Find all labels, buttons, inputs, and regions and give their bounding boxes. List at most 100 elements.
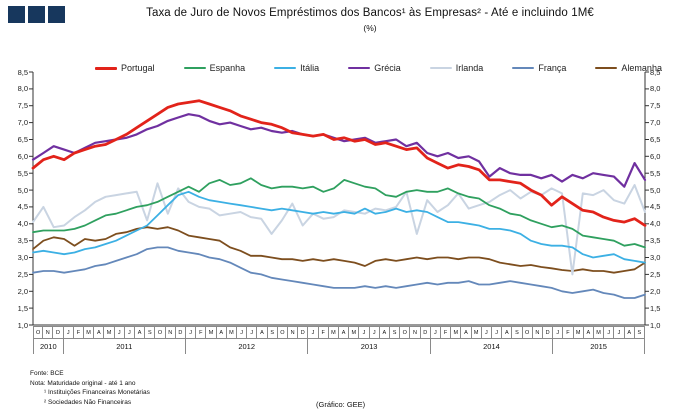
legend-swatch — [183, 67, 206, 69]
line-chart-svg — [29, 71, 649, 326]
y-axis-label: 1,5 — [17, 303, 28, 313]
month-label: A — [338, 326, 350, 339]
month-label: J — [247, 326, 258, 339]
series-line-grecia — [31, 113, 647, 188]
legend-label: Portugal — [121, 63, 155, 73]
y-axis-label: 7,0 — [17, 118, 28, 128]
month-label: J — [308, 326, 319, 339]
legend-item-irlanda: Irlanda — [429, 63, 483, 73]
year-label: 2012 — [186, 339, 309, 354]
y-axis-label: 4,5 — [650, 202, 661, 212]
month-label: M — [226, 326, 237, 339]
footnotes: Fonte: BCE Nota: Maturidade original - a… — [30, 369, 150, 407]
month-label: A — [216, 326, 227, 339]
legend-item-alemanha: Alemanha — [595, 63, 662, 73]
legend-label: Espanha — [209, 63, 246, 73]
month-label: S — [145, 326, 156, 339]
month-label: A — [461, 326, 472, 339]
legend-label: França — [538, 63, 567, 73]
footnote-1: ¹ Instituições Financeiras Monetárias — [44, 389, 150, 396]
year-label: 2014 — [431, 339, 554, 354]
y-axis-label: 2,5 — [650, 269, 661, 279]
y-axis-label: 6,5 — [17, 134, 28, 144]
year-label: 2015 — [553, 339, 645, 354]
month-label: F — [196, 326, 207, 339]
month-label: M — [104, 326, 115, 339]
month-label: M — [83, 326, 95, 339]
plot-area — [29, 71, 649, 326]
legend-label: Alemanha — [621, 63, 662, 73]
month-label: O — [33, 326, 44, 339]
y-axis-label: 5,0 — [650, 185, 661, 195]
footnote-note: Nota: Maturidade original - até 1 ano — [30, 379, 136, 387]
series-line-espanha — [32, 177, 646, 249]
y-axis-label: 2,5 — [17, 269, 28, 279]
legend-swatch — [429, 67, 452, 69]
month-label: O — [155, 326, 166, 339]
y-axis-label: 5,5 — [650, 168, 661, 178]
chart-title: Taxa de Juro de Novos Empréstimos dos Ba… — [146, 7, 594, 19]
month-label: A — [502, 326, 513, 339]
month-label: O — [277, 326, 288, 339]
legend-swatch — [348, 67, 371, 69]
year-label: 2013 — [308, 339, 431, 354]
month-label: A — [257, 326, 268, 339]
series-line-franca — [32, 246, 646, 299]
y-axis-label: 6,0 — [650, 151, 661, 161]
year-label: 2010 — [33, 339, 64, 354]
month-label: J — [185, 326, 197, 339]
month-label: O — [400, 326, 411, 339]
chart-subtitle: (%) — [363, 23, 377, 33]
legend-item-italia: Itália — [274, 63, 319, 73]
legend-swatch — [274, 67, 297, 69]
y-axis-label: 8,0 — [650, 84, 661, 94]
y-axis-label: 8,5 — [17, 67, 28, 77]
month-label: M — [573, 326, 584, 339]
y-axis-label: 1,5 — [650, 303, 661, 313]
y-axis-label: 1,0 — [17, 320, 28, 330]
y-axis-label: 3,0 — [650, 253, 661, 263]
month-label: S — [267, 326, 278, 339]
month-label: A — [94, 326, 105, 339]
y-axis-label: 4,5 — [17, 202, 28, 212]
footnote-2: ² Sociedades Não Financeiras — [44, 398, 132, 406]
y-axis-label: 4,0 — [17, 219, 28, 229]
month-label: D — [542, 326, 554, 339]
month-label: D — [53, 326, 64, 339]
month-label: A — [134, 326, 146, 339]
month-label: J — [430, 326, 441, 339]
legend-item-portugal: Portugal — [95, 63, 155, 73]
month-label: J — [114, 326, 125, 339]
month-label: M — [451, 326, 462, 339]
y-axis-label: 3,5 — [17, 236, 28, 246]
y-axis-label: 4,0 — [650, 219, 661, 229]
month-label: M — [328, 326, 339, 339]
month-label: S — [634, 326, 645, 339]
legend-item-grecia: Grécia — [348, 63, 401, 73]
month-label: A — [583, 326, 594, 339]
logo-square — [48, 6, 65, 23]
month-label: N — [532, 326, 543, 339]
y-axis-label: 2,0 — [17, 286, 28, 296]
month-label: M — [206, 326, 217, 339]
footnote-source: Fonte: BCE — [30, 370, 64, 377]
month-label: M — [471, 326, 482, 339]
month-label: A — [379, 326, 390, 339]
y-axis-label: 2,0 — [650, 286, 661, 296]
series-line-portugal — [31, 99, 647, 227]
month-label: M — [593, 326, 605, 339]
month-label: D — [175, 326, 186, 339]
month-label: O — [522, 326, 533, 339]
legend-item-espanha: Espanha — [183, 63, 246, 73]
logo-square — [28, 6, 45, 23]
month-label: D — [420, 326, 431, 339]
month-label: S — [512, 326, 523, 339]
y-axis-label: 3,5 — [650, 236, 661, 246]
x-axis-year-row: 2010 2011 2012 2013 2014 2015 — [33, 339, 645, 354]
y-axis-label: 3,0 — [17, 253, 28, 263]
y-axis-label: 7,5 — [650, 101, 661, 111]
month-label: D — [298, 326, 309, 339]
legend-swatch — [512, 67, 535, 69]
